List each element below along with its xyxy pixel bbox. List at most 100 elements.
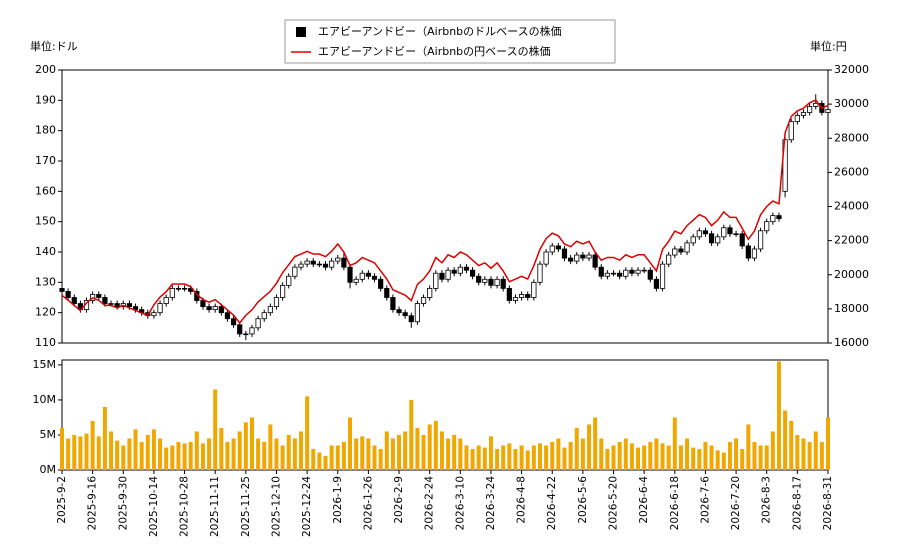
volume-bar — [813, 431, 818, 470]
candle-body — [298, 263, 304, 268]
volume-bar — [262, 441, 267, 470]
candle-body — [653, 278, 660, 289]
candle-body — [757, 230, 764, 250]
volume-bar — [397, 434, 402, 470]
volume-bar — [72, 434, 77, 470]
volume-bar — [305, 396, 310, 470]
volume-bar — [188, 441, 193, 470]
candle-body — [494, 278, 500, 286]
candle-body — [206, 306, 212, 311]
candle-body — [708, 233, 715, 244]
candle-body — [163, 297, 169, 304]
volume-bar — [341, 441, 346, 470]
volume-bar — [439, 431, 444, 470]
x-tick-label: 2026-8-31 — [822, 476, 834, 530]
volume-bar — [495, 448, 500, 470]
volume-bar — [354, 438, 359, 470]
volume-bar — [593, 417, 598, 470]
candle-body — [488, 278, 494, 286]
y2-tick-label: 26000 — [834, 165, 869, 178]
candle-body — [304, 260, 310, 265]
volume-bar — [556, 438, 561, 470]
volume-bar — [158, 438, 163, 470]
candle-body — [316, 263, 322, 266]
x-tick-label: 2026-3-24 — [485, 476, 497, 531]
legend-box — [284, 19, 616, 64]
volume-bar — [629, 443, 634, 470]
volume-bar — [78, 436, 83, 470]
volume-bar — [764, 445, 769, 470]
candle-body — [151, 312, 157, 317]
volume-bar — [225, 441, 230, 470]
volume-bar — [249, 417, 254, 470]
candle-body — [574, 254, 580, 262]
candle-body — [175, 287, 182, 290]
candle-body — [169, 287, 175, 298]
volume-bar — [580, 438, 585, 470]
candle-body — [770, 215, 776, 223]
volume-bar — [795, 434, 800, 470]
volume-bar — [470, 448, 475, 470]
candle-body — [482, 278, 488, 283]
candle-body — [641, 269, 647, 272]
candle-body — [733, 233, 739, 236]
volume-bar — [280, 445, 285, 470]
y-tick-label: 170 — [35, 154, 56, 167]
candle-body — [751, 248, 758, 259]
volume-bar — [366, 438, 371, 470]
candle-body — [776, 215, 782, 220]
candle-body — [788, 121, 794, 141]
candle-body — [635, 269, 641, 274]
x-tick-label: 2025-11-11 — [209, 476, 221, 537]
candle-body — [427, 287, 433, 298]
volume-bar — [109, 431, 114, 470]
candle-body — [402, 312, 408, 317]
candle-body — [721, 227, 727, 238]
volume-bar — [734, 438, 739, 470]
volume-bar — [574, 427, 579, 470]
volume-bar — [660, 443, 665, 470]
volume-bar — [446, 438, 451, 470]
x-tick-label: 2026-6-18 — [669, 476, 681, 530]
candle-body — [519, 294, 525, 298]
x-tick-label: 2026-2-24 — [424, 476, 436, 531]
y2-tick-label: 28000 — [834, 131, 869, 144]
volume-bar — [311, 448, 316, 470]
yen-line — [61, 99, 829, 325]
x-tick-label: 2026-6-4 — [638, 476, 650, 524]
y2-tick-label: 24000 — [834, 200, 869, 213]
candle-body — [408, 315, 414, 323]
volume-bar — [433, 420, 438, 470]
candle-body — [617, 272, 623, 277]
volume-bar — [666, 445, 671, 470]
volume-bar — [740, 448, 745, 470]
volume-bar — [403, 431, 408, 470]
candle-body — [433, 272, 439, 289]
x-tick-label: 2025-11-25 — [240, 476, 252, 537]
candle-body — [629, 269, 635, 274]
volume-bar — [691, 447, 696, 470]
volume-bar — [213, 389, 218, 470]
volume-bar — [678, 445, 683, 470]
candle-body — [647, 269, 653, 280]
x-tick-label: 2026-3-10 — [454, 476, 466, 530]
volume-bar — [654, 438, 659, 470]
volume-bar — [587, 424, 592, 470]
volume-bar — [568, 441, 573, 470]
volume-bar — [513, 448, 518, 470]
candle-body — [255, 318, 261, 329]
x-tick-label: 2025-10-28 — [179, 476, 191, 537]
volume-bar — [268, 424, 273, 470]
volume-bar — [562, 447, 567, 470]
candle-body — [71, 297, 77, 304]
volume-bar — [102, 406, 107, 470]
x-tick-label: 2026-7-20 — [730, 476, 742, 530]
volume-bar — [482, 447, 487, 470]
volume-bar — [789, 420, 794, 470]
candle-body — [237, 324, 243, 335]
volume-bar — [219, 427, 224, 470]
volume-bar — [770, 431, 775, 470]
volume-bar — [274, 438, 279, 470]
candle-body — [267, 306, 273, 314]
candle-body — [212, 306, 218, 311]
